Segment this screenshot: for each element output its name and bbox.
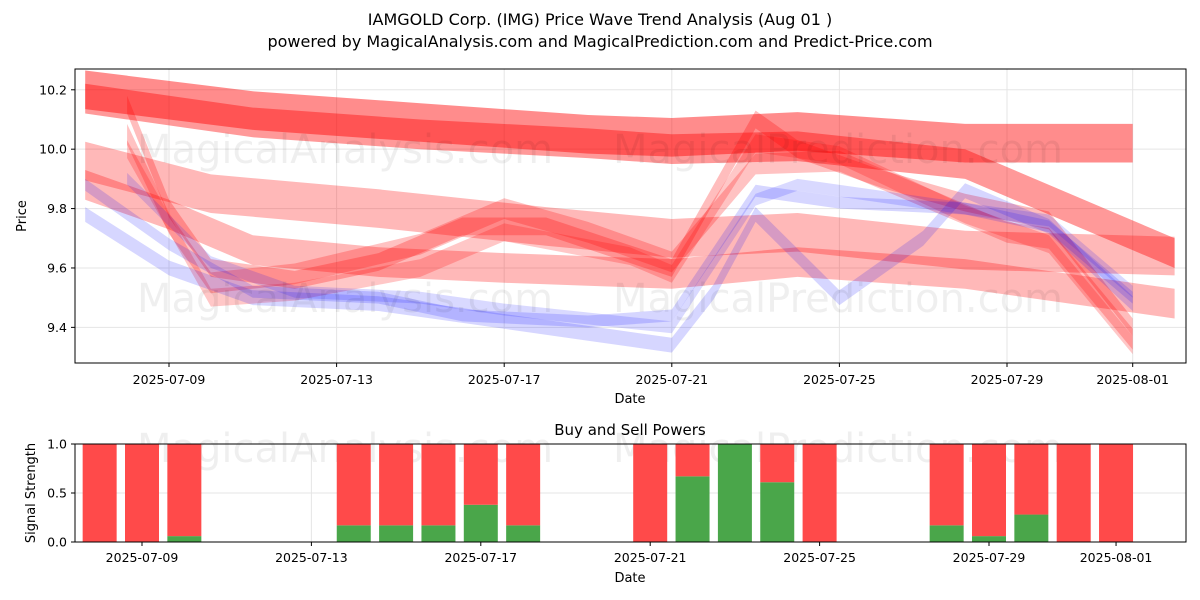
y-tick-label: 9.6 [47,260,67,275]
sell-bar [633,444,668,542]
chart-subtitle: powered by MagicalAnalysis.com and Magic… [267,32,932,51]
price-plot-frame [74,68,1187,364]
price-y-label: Price [15,200,30,232]
buy-bar [1014,514,1049,542]
x-tick-label: 2025-07-09 [106,550,179,565]
buy-wave-band [127,172,1133,334]
watermark: MagicalPrediction.com [613,276,1063,322]
x-tick-label: 2025-07-17 [468,372,541,387]
buy-bar [379,525,414,542]
sell-bar [1099,444,1134,542]
y-tick-label: 9.4 [47,320,67,335]
watermark: MagicalAnalysis.com [137,276,553,322]
sell-bar [1056,444,1091,542]
buy-bar [421,525,456,542]
x-tick-label: 2025-07-09 [133,372,206,387]
signal-title: Buy and Sell Powers [554,421,706,439]
signal-x-label: Date [614,571,645,586]
sell-bar [125,444,159,542]
chart-title: IAMGOLD Corp. (IMG) Price Wave Trend Ana… [368,10,832,29]
x-tick-label: 2025-07-25 [783,550,856,565]
price-x-label: Date [614,392,645,407]
sell-bar [506,444,541,526]
watermark: MagicalPrediction.com [613,127,1063,173]
signal-y-axis: 0.0 0.5 1.0 [47,437,75,550]
sell-bar [421,444,456,526]
wave-bands [85,70,1175,355]
y-tick-label: 0.0 [47,535,67,550]
y-tick-label: 10.0 [39,142,67,157]
buy-bar [760,482,795,542]
sell-wave-band [85,83,1175,268]
x-tick-label: 2025-07-29 [953,550,1026,565]
x-tick-label: 2025-07-21 [614,550,687,565]
sell-bar [802,444,837,542]
sell-wave-band [85,170,1175,319]
y-tick-label: 10.2 [39,82,67,97]
y-tick-label: 0.5 [47,486,67,501]
x-tick-label: 2025-07-29 [971,372,1044,387]
y-tick-label: 9.8 [47,201,67,216]
x-tick-label: 2025-08-01 [1096,372,1169,387]
x-tick-label: 2025-07-13 [300,372,373,387]
sell-bar [463,444,498,505]
buy-bar [336,525,371,542]
sell-bar [972,444,1006,537]
sell-bar [336,444,371,526]
sell-bar [929,444,964,526]
buy-bar [463,504,498,542]
price-grid [75,69,1186,363]
price-x-axis: 2025-07-09 2025-07-13 2025-07-17 2025-07-21… [133,363,1169,387]
sell-wave-band [85,141,1175,276]
signal-y-label: Signal Strength [24,443,39,543]
signal-panel: Buy and Sell Powers MagicalAnalysis.com … [24,421,1187,586]
sell-wave-band [127,123,1133,350]
sell-bar [82,444,117,542]
sell-bar [1014,444,1049,515]
x-tick-label: 2025-07-25 [803,372,876,387]
buy-bar [717,444,752,542]
buy-bar [675,476,710,542]
sell-bar [675,444,710,477]
sell-bar [167,444,202,537]
buy-bar [167,536,202,542]
x-tick-label: 2025-07-17 [444,550,517,565]
signal-bars [82,444,1134,542]
sell-bar [379,444,414,526]
x-tick-label: 2025-07-21 [635,372,708,387]
x-tick-label: 2025-08-01 [1080,550,1153,565]
price-y-axis: 9.4 9.6 9.8 10.0 10.2 [39,82,75,335]
buy-wave-band [85,178,1133,328]
signal-x-axis: 2025-07-09 2025-07-13 2025-07-17 2025-07-21… [106,542,1153,565]
buy-bar [929,525,964,542]
price-panel: MagicalAnalysis.com MagicalPrediction.co… [15,68,1187,407]
y-tick-label: 1.0 [47,437,67,452]
buy-bar [506,525,541,542]
sell-bar [760,444,795,483]
sell-wave-band [85,70,1133,163]
watermark: MagicalAnalysis.com [137,127,553,173]
buy-bar [972,536,1006,542]
x-tick-label: 2025-07-13 [275,550,348,565]
